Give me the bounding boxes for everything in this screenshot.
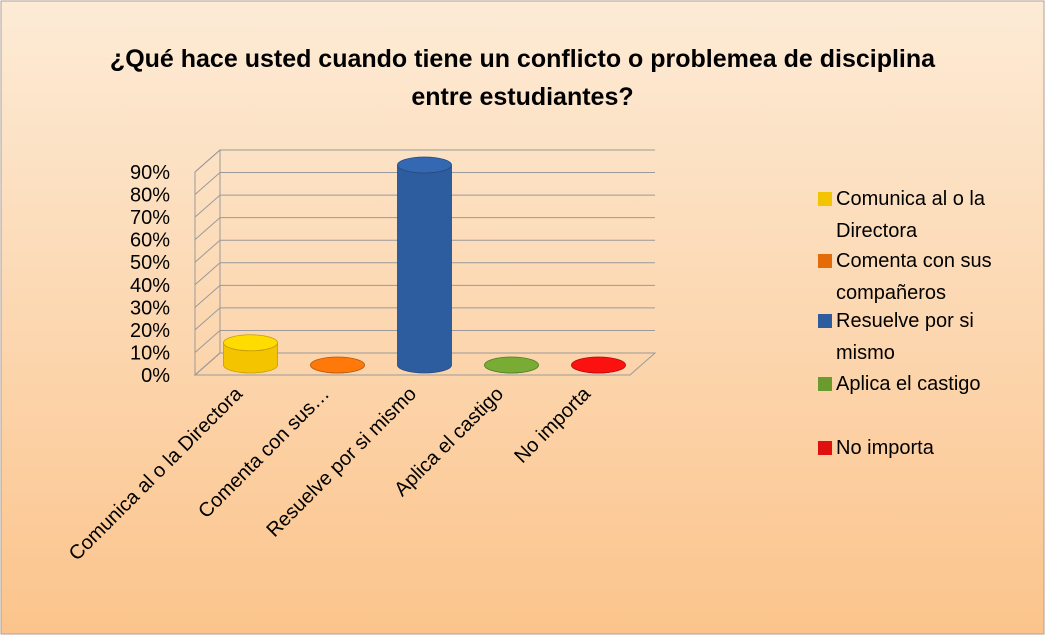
grid-line	[194, 262, 655, 286]
bar-top	[310, 356, 365, 374]
legend-label: Comenta con sus compañeros	[836, 250, 992, 304]
y-tick-label: 40%	[130, 275, 170, 297]
legend-label: Resuelve por si mismo	[836, 310, 974, 364]
y-tick-label: 90%	[130, 162, 170, 184]
legend-swatch	[818, 377, 832, 391]
legend-swatch	[818, 441, 832, 455]
bar-body	[397, 164, 452, 374]
chart-title: ¿Qué hace usted cuando tiene un conflict…	[109, 45, 936, 111]
legend-item: Resuelve por si mismo	[818, 305, 1023, 369]
bar	[571, 356, 626, 374]
bar	[484, 356, 539, 374]
bar-top	[571, 356, 626, 374]
bar-top	[223, 334, 278, 352]
legend-item: Comunica al o la Directora	[818, 183, 1023, 247]
y-tick-label: 0%	[141, 365, 170, 387]
bar	[310, 356, 365, 374]
legend-label: No importa	[836, 437, 934, 459]
bar	[397, 156, 452, 374]
y-tick-label: 70%	[130, 207, 170, 229]
grid-line	[194, 217, 655, 241]
bar	[223, 334, 278, 374]
grid-line	[194, 352, 655, 376]
bar-top	[484, 356, 539, 374]
y-tick-label: 10%	[130, 342, 170, 364]
y-tick-label: 30%	[130, 297, 170, 319]
grid-line	[194, 284, 655, 308]
grid-line	[194, 239, 655, 263]
legend-label: Aplica el castigo	[836, 373, 981, 395]
legend-label: Comunica al o la Directora	[836, 188, 985, 242]
y-tick-label: 80%	[130, 185, 170, 207]
grid-line	[194, 194, 655, 218]
grid-line	[194, 307, 655, 331]
legend-item: No importa	[818, 432, 934, 464]
legend-item: Comenta con sus compañeros	[818, 245, 1023, 309]
y-tick-label: 20%	[130, 320, 170, 342]
legend-swatch	[818, 314, 832, 328]
y-tick-label: 50%	[130, 252, 170, 274]
legend-item: Aplica el castigo	[818, 368, 981, 400]
legend-swatch	[818, 254, 832, 268]
grid-line	[194, 149, 655, 173]
grid-line	[194, 172, 655, 195]
grid-line	[194, 329, 655, 353]
legend-swatch	[818, 192, 832, 206]
y-tick-label: 60%	[130, 230, 170, 252]
bar-top	[397, 156, 452, 174]
